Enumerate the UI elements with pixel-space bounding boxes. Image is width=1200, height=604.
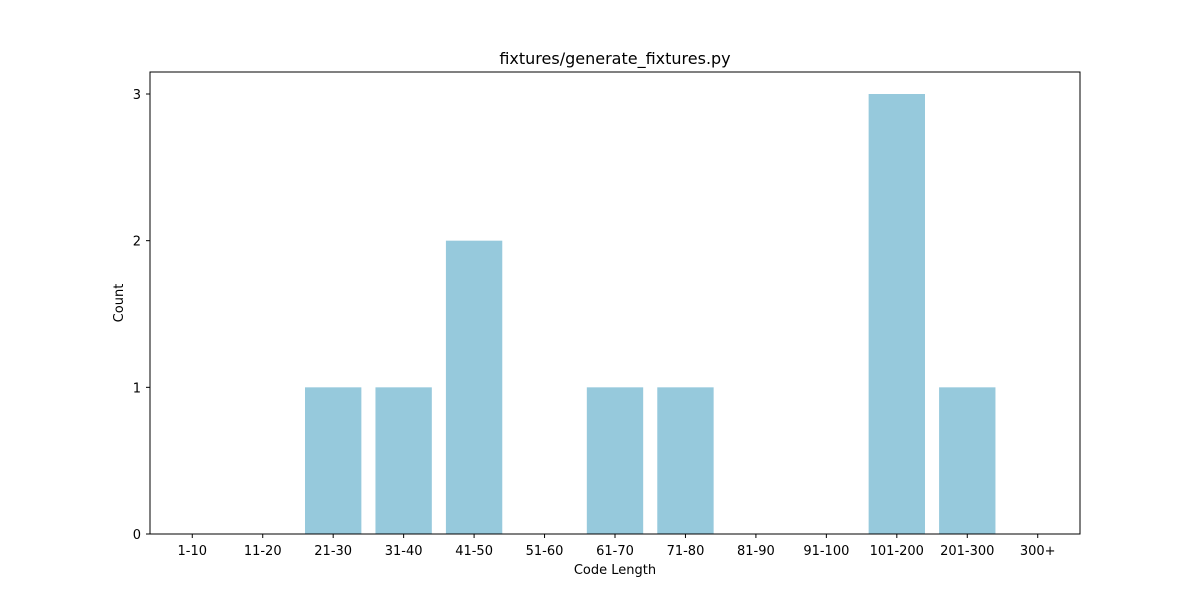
x-tick-label: 1-10: [178, 544, 208, 559]
x-tick-label: 300+: [1020, 544, 1056, 559]
y-tick-label: 0: [133, 528, 141, 543]
y-axis-ticks: 0 1 2 3: [133, 88, 150, 543]
bar-201-300: [939, 387, 996, 534]
x-tick-label: 81-90: [737, 544, 775, 559]
y-tick-label: 2: [133, 235, 141, 250]
bars-group: [305, 94, 996, 534]
bar-21-30: [305, 387, 362, 534]
x-tick-label: 21-30: [314, 544, 352, 559]
x-tick-label: 91-100: [803, 544, 849, 559]
x-tick-label: 101-200: [870, 544, 924, 559]
y-tick-label: 3: [133, 88, 141, 103]
bar-61-70: [586, 387, 644, 534]
x-tick-label: 41-50: [455, 544, 493, 559]
chart-title: fixtures/generate_fixtures.py: [499, 49, 730, 69]
bar-71-80: [657, 387, 714, 534]
y-axis-label: Count: [112, 284, 127, 323]
x-tick-label: 201-300: [940, 544, 994, 559]
x-axis-label: Code Length: [574, 563, 656, 578]
x-axis-ticks: 1-10 11-20 21-30 31-40 41-50 51-60 61-70 71-80 8…: [178, 534, 1056, 559]
x-tick-label: 71-80: [667, 544, 705, 559]
x-tick-label: 31-40: [385, 544, 423, 559]
x-tick-label: 51-60: [526, 544, 564, 559]
x-tick-label: 61-70: [596, 544, 634, 559]
bar-31-40: [375, 387, 432, 534]
bar-41-50: [445, 240, 503, 534]
x-tick-label: 11-20: [244, 544, 282, 559]
bar-101-200: [868, 94, 925, 534]
plot-frame: [149, 71, 1081, 535]
y-tick-label: 1: [133, 381, 141, 396]
